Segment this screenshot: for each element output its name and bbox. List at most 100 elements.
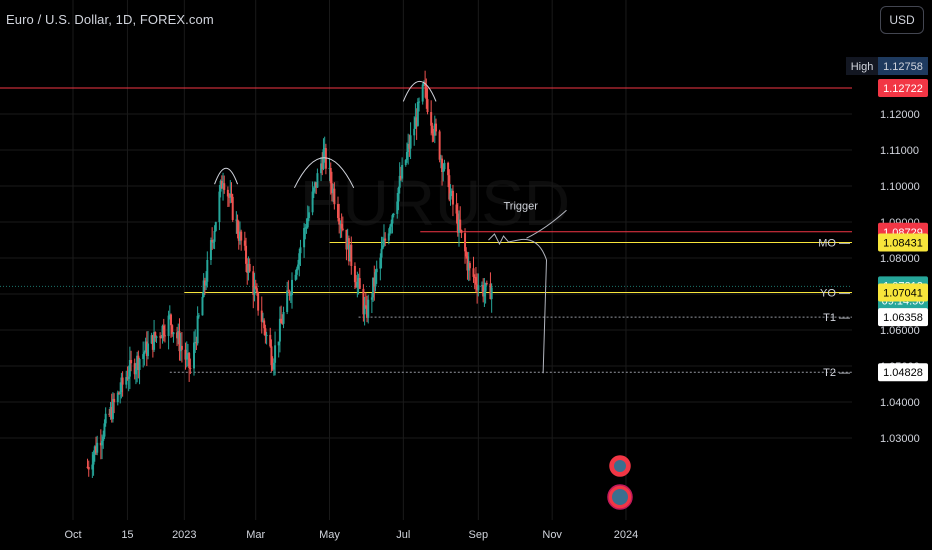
- candle-body: [230, 193, 233, 197]
- candle-body: [144, 341, 147, 353]
- t2-label: T2 —: [823, 367, 850, 379]
- candle-body: [431, 125, 434, 134]
- candle-body: [441, 158, 444, 172]
- candle-body: [413, 128, 416, 136]
- candle-body: [99, 442, 102, 446]
- candle-body: [271, 365, 274, 370]
- candle-body: [375, 268, 378, 273]
- candle-body: [384, 238, 387, 241]
- candle-body: [193, 342, 195, 369]
- candle-body: [265, 334, 268, 337]
- x-tick-label: 15: [121, 529, 133, 541]
- candle-body: [288, 291, 291, 296]
- candle-body: [281, 323, 284, 325]
- candle-body: [382, 238, 385, 246]
- candle-body: [484, 283, 487, 292]
- candle-body: [304, 227, 307, 229]
- candle-body: [339, 223, 342, 225]
- candle-body: [177, 331, 180, 339]
- candle-body: [307, 212, 310, 218]
- candle-body: [120, 377, 123, 393]
- candle-body: [363, 305, 366, 315]
- candle-body: [213, 230, 216, 242]
- candle-body: [245, 245, 248, 264]
- price-tags: High1.127581.127221.087291.084311.072120…: [846, 57, 928, 382]
- candle-body: [330, 183, 333, 194]
- candle-body: [119, 392, 122, 395]
- x-tick-label: Sep: [469, 529, 489, 541]
- drawings-layer: Trigger: [214, 81, 567, 374]
- candle-body: [184, 349, 187, 360]
- candle-body: [96, 442, 99, 453]
- candle-body: [414, 117, 417, 129]
- candle-body: [180, 345, 183, 350]
- candle-body: [211, 240, 214, 242]
- candle-body: [197, 315, 200, 317]
- candle-body: [205, 281, 208, 286]
- candle-body: [185, 354, 188, 360]
- currency-button[interactable]: USD: [880, 6, 924, 34]
- candle-body: [218, 191, 221, 223]
- candle-body: [468, 263, 471, 269]
- candle-body: [103, 423, 106, 437]
- candle-body: [418, 101, 421, 103]
- economic-events[interactable]: [607, 455, 633, 510]
- candle-body: [206, 259, 209, 282]
- candle-body: [111, 398, 114, 420]
- x-tick-label: Nov: [542, 529, 562, 541]
- t1-tag-box: [878, 283, 928, 302]
- candle-body: [212, 241, 215, 243]
- candle-body: [476, 284, 479, 291]
- candle-body: [442, 169, 445, 172]
- y-tick-label: 1.03000: [880, 433, 920, 445]
- candle-body: [209, 240, 212, 260]
- candle-body: [235, 219, 238, 221]
- candle-body: [92, 454, 95, 465]
- candle-body: [170, 314, 173, 326]
- candle-body: [286, 290, 289, 313]
- candle-body: [391, 215, 394, 224]
- time-axis[interactable]: Oct 15 2023 Mar May Jul Sep Nov 2024: [64, 529, 638, 541]
- candle-body: [138, 359, 141, 370]
- yo-label: YO —: [820, 288, 850, 300]
- candle-body: [390, 223, 393, 227]
- mo-tag-text: 1.08431: [883, 237, 923, 249]
- candle-body: [387, 233, 390, 241]
- candle-body: [401, 164, 404, 179]
- candle-body: [155, 336, 158, 338]
- candle-body: [196, 315, 199, 344]
- high-label-text: High: [851, 61, 874, 73]
- candle-body: [231, 196, 234, 220]
- candle-body: [160, 337, 163, 339]
- candle-body: [223, 183, 226, 190]
- candle-body: [178, 331, 181, 352]
- candle-body: [353, 265, 356, 283]
- candle-body: [432, 133, 435, 136]
- candle-body: [154, 332, 157, 338]
- candle-body: [466, 256, 469, 271]
- candle-body: [294, 274, 297, 280]
- candle-body: [430, 112, 433, 126]
- candle-body: [295, 268, 298, 275]
- us-event-icon-flag: [614, 460, 626, 472]
- candle-body: [161, 325, 164, 338]
- candle-body: [364, 305, 367, 307]
- candle-body: [314, 182, 316, 188]
- candle-body: [171, 325, 174, 335]
- candle-body: [439, 158, 442, 160]
- t2-tag-text: 1.04828: [883, 367, 923, 379]
- candle-body: [362, 288, 365, 315]
- candle-body: [370, 297, 373, 300]
- peak-arc-left: [214, 167, 239, 185]
- candle-body: [136, 355, 139, 369]
- candle-body: [438, 131, 441, 160]
- candle-body: [389, 226, 392, 234]
- candle-body: [133, 363, 136, 375]
- candle-body: [127, 376, 130, 379]
- candlestick-series: [86, 70, 493, 478]
- candle-body: [121, 377, 124, 385]
- trigger-pointer: [526, 209, 567, 239]
- candle-body: [422, 82, 425, 85]
- high-value-box: [878, 57, 928, 76]
